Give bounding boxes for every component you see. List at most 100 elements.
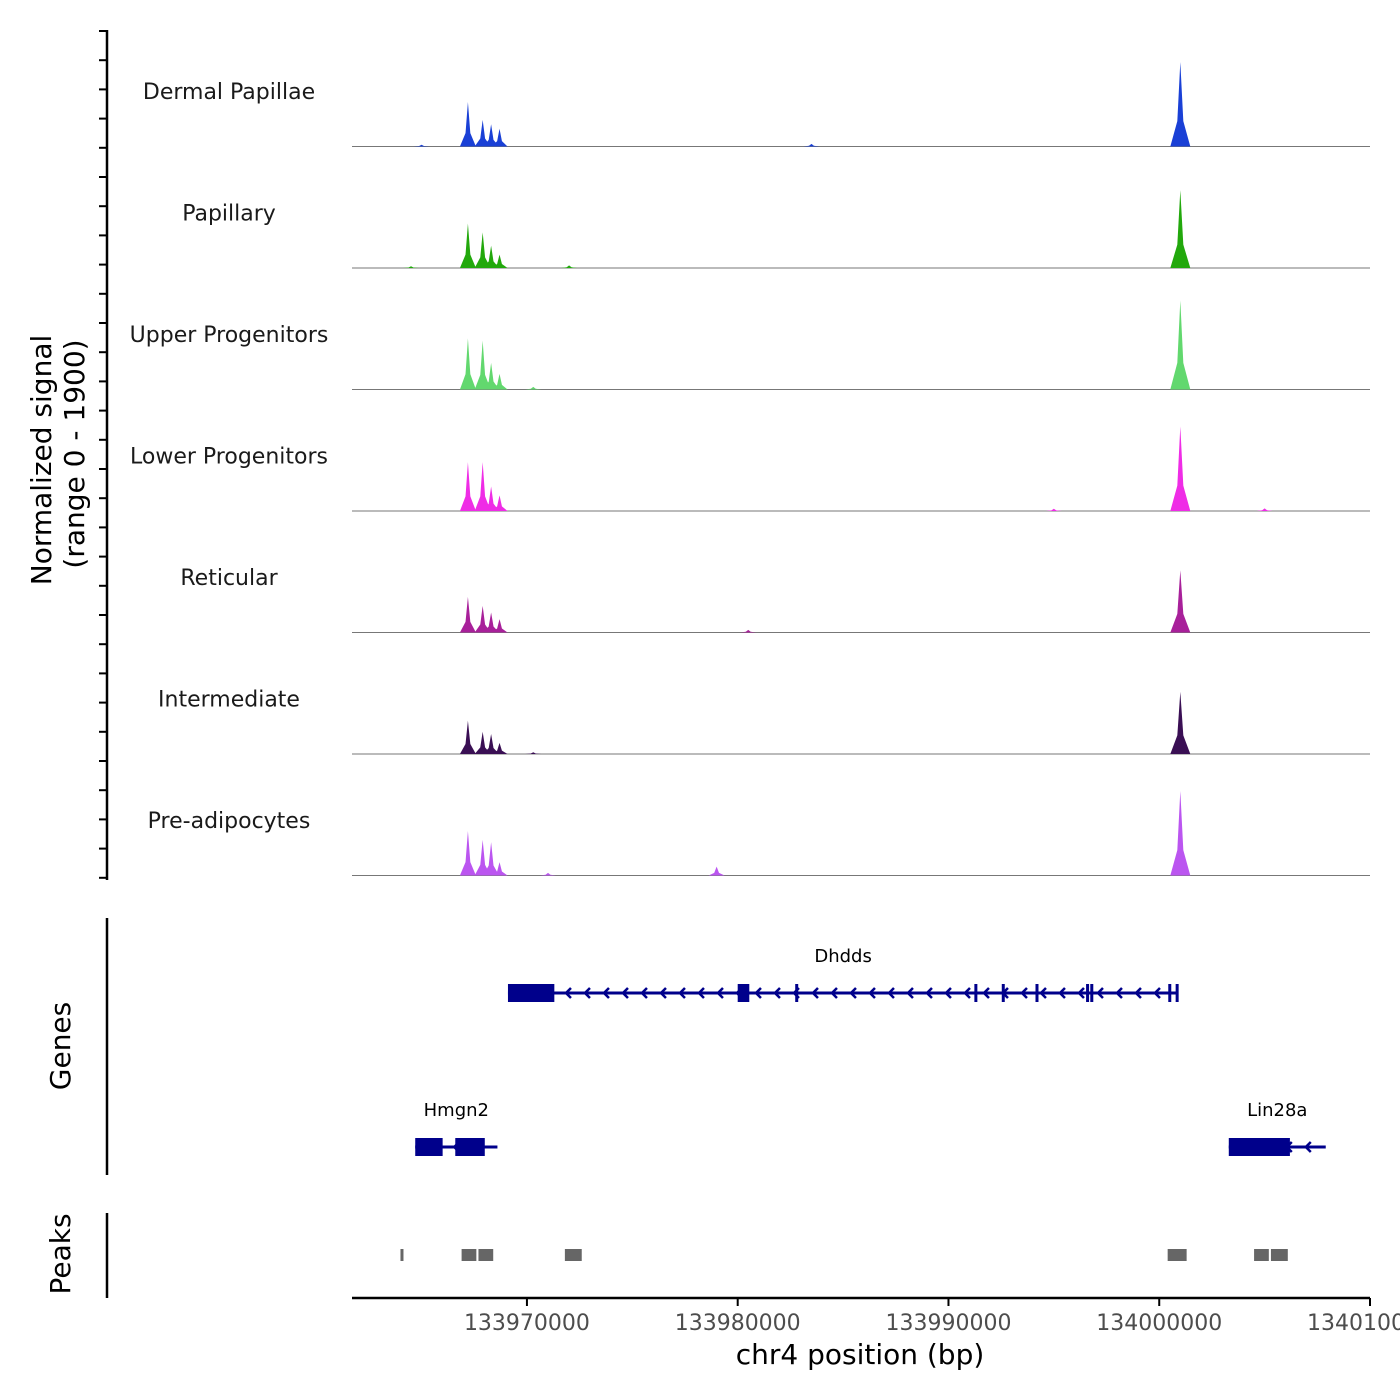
coverage-peak bbox=[1170, 190, 1191, 268]
coverage-peak bbox=[483, 612, 500, 633]
coverage-peak bbox=[1170, 791, 1191, 876]
coverage-peak bbox=[474, 462, 491, 511]
strand-arrow bbox=[1304, 1141, 1312, 1153]
peaks-track bbox=[400, 1249, 1288, 1261]
genes-track-label: Genes bbox=[44, 1002, 77, 1090]
coverage-peak bbox=[740, 629, 757, 633]
coverage-peak bbox=[483, 842, 500, 876]
peak-region bbox=[400, 1249, 404, 1261]
strand-arrow bbox=[583, 987, 591, 999]
x-tick-label: 133990000 bbox=[885, 1311, 1011, 1336]
coverage-track: Dermal Papillae bbox=[143, 62, 1370, 147]
strand-arrow bbox=[963, 987, 971, 999]
coverage-peak bbox=[491, 128, 508, 147]
coverage-peak bbox=[1170, 691, 1191, 754]
gene-exon bbox=[1175, 984, 1179, 1002]
coverage-track: Pre-adipocytes bbox=[148, 791, 1370, 876]
strand-arrow bbox=[678, 987, 686, 999]
strand-arrow bbox=[868, 987, 876, 999]
peak-region bbox=[564, 1249, 582, 1261]
peak-region bbox=[1167, 1249, 1187, 1261]
strand-arrow bbox=[830, 987, 838, 999]
coverage-track: Reticular bbox=[180, 566, 1370, 633]
gene-exon bbox=[737, 984, 750, 1002]
strand-arrow bbox=[849, 987, 857, 999]
track-label: Papillary bbox=[182, 202, 276, 227]
gene-exon bbox=[507, 984, 555, 1002]
gene-exon bbox=[1001, 984, 1005, 1002]
coverage-peak bbox=[491, 373, 508, 390]
strand-arrow bbox=[773, 987, 781, 999]
gene-model: Dhdds bbox=[507, 946, 1179, 1002]
gene-label: Hmgn2 bbox=[424, 1100, 489, 1121]
coverage-peak bbox=[1170, 62, 1191, 147]
coverage-peak bbox=[1045, 508, 1062, 511]
coverage-peak bbox=[459, 596, 476, 633]
peak-region bbox=[461, 1249, 477, 1261]
strand-arrow bbox=[1096, 987, 1104, 999]
coverage-tracks: Dermal Papillae Papillary Upper Progenitor… bbox=[130, 62, 1370, 876]
coverage-peak bbox=[483, 362, 500, 390]
coverage-peak bbox=[491, 619, 508, 633]
gene-label: Dhdds bbox=[814, 946, 872, 967]
track-label: Pre-adipocytes bbox=[148, 809, 311, 834]
track-label: Dermal Papillae bbox=[143, 80, 315, 105]
y-axis-title: Normalized signal (range 0 - 1900) bbox=[25, 335, 91, 586]
coverage-peak bbox=[803, 143, 820, 147]
coverage-track: Lower Progenitors bbox=[130, 426, 1370, 512]
strand-arrow bbox=[716, 987, 724, 999]
peak-region bbox=[478, 1249, 494, 1261]
peak-region bbox=[1270, 1249, 1288, 1261]
coverage-y-axis-ticks bbox=[99, 30, 107, 879]
strand-arrow bbox=[640, 987, 648, 999]
coverage-peak bbox=[483, 486, 500, 511]
coverage-peak bbox=[474, 232, 491, 268]
coverage-peak bbox=[459, 462, 476, 511]
gene-label: Lin28a bbox=[1247, 1100, 1307, 1121]
coverage-track: Upper Progenitors bbox=[130, 300, 1370, 390]
strand-arrow bbox=[906, 987, 914, 999]
coverage-peak bbox=[459, 102, 476, 147]
x-axis-title: chr4 position (bp) bbox=[736, 1338, 985, 1371]
coverage-track: Intermediate bbox=[158, 688, 1370, 755]
gene-exon bbox=[455, 1138, 485, 1156]
coverage-peak bbox=[483, 124, 500, 147]
gene-exon bbox=[415, 1138, 443, 1156]
gene-model: Hmgn2 bbox=[415, 1100, 498, 1156]
coverage-peak bbox=[459, 338, 476, 390]
strand-arrow bbox=[1115, 987, 1123, 999]
peak-region bbox=[1254, 1249, 1269, 1261]
x-tick-label: 133980000 bbox=[675, 1311, 801, 1336]
strand-arrow bbox=[887, 987, 895, 999]
gene-model: Lin28a bbox=[1228, 1100, 1326, 1156]
gene-exon bbox=[1090, 984, 1094, 1002]
gene-exon bbox=[1086, 984, 1090, 1002]
x-tick-label: 134010000 bbox=[1307, 1311, 1400, 1336]
strand-arrow bbox=[659, 987, 667, 999]
coverage-peak bbox=[491, 495, 508, 511]
coverage-peak bbox=[1170, 300, 1191, 390]
coverage-peak bbox=[540, 872, 557, 876]
coverage-peak bbox=[1170, 426, 1191, 511]
strand-arrow bbox=[697, 987, 705, 999]
coverage-peak bbox=[474, 839, 491, 876]
gene-annotation-track: Dhdds Hmgn2 Lin28a bbox=[415, 946, 1326, 1156]
coverage-peak bbox=[491, 254, 508, 268]
coverage-peak bbox=[403, 266, 420, 268]
track-label: Reticular bbox=[180, 566, 278, 591]
strand-arrow bbox=[1077, 987, 1085, 999]
gene-exon bbox=[795, 984, 799, 1002]
strand-arrow bbox=[1020, 987, 1028, 999]
coverage-peak bbox=[474, 119, 491, 147]
coverage-peak bbox=[491, 742, 508, 754]
coverage-peak bbox=[1256, 508, 1273, 511]
coverage-peak bbox=[459, 223, 476, 268]
track-label: Intermediate bbox=[158, 688, 300, 713]
gene-exon bbox=[974, 984, 978, 1002]
x-tick-label: 134000000 bbox=[1096, 1311, 1222, 1336]
coverage-peak bbox=[474, 605, 491, 633]
coverage-peak bbox=[474, 340, 491, 390]
gene-exon bbox=[1168, 984, 1172, 1002]
gene-exon bbox=[1228, 1138, 1290, 1156]
